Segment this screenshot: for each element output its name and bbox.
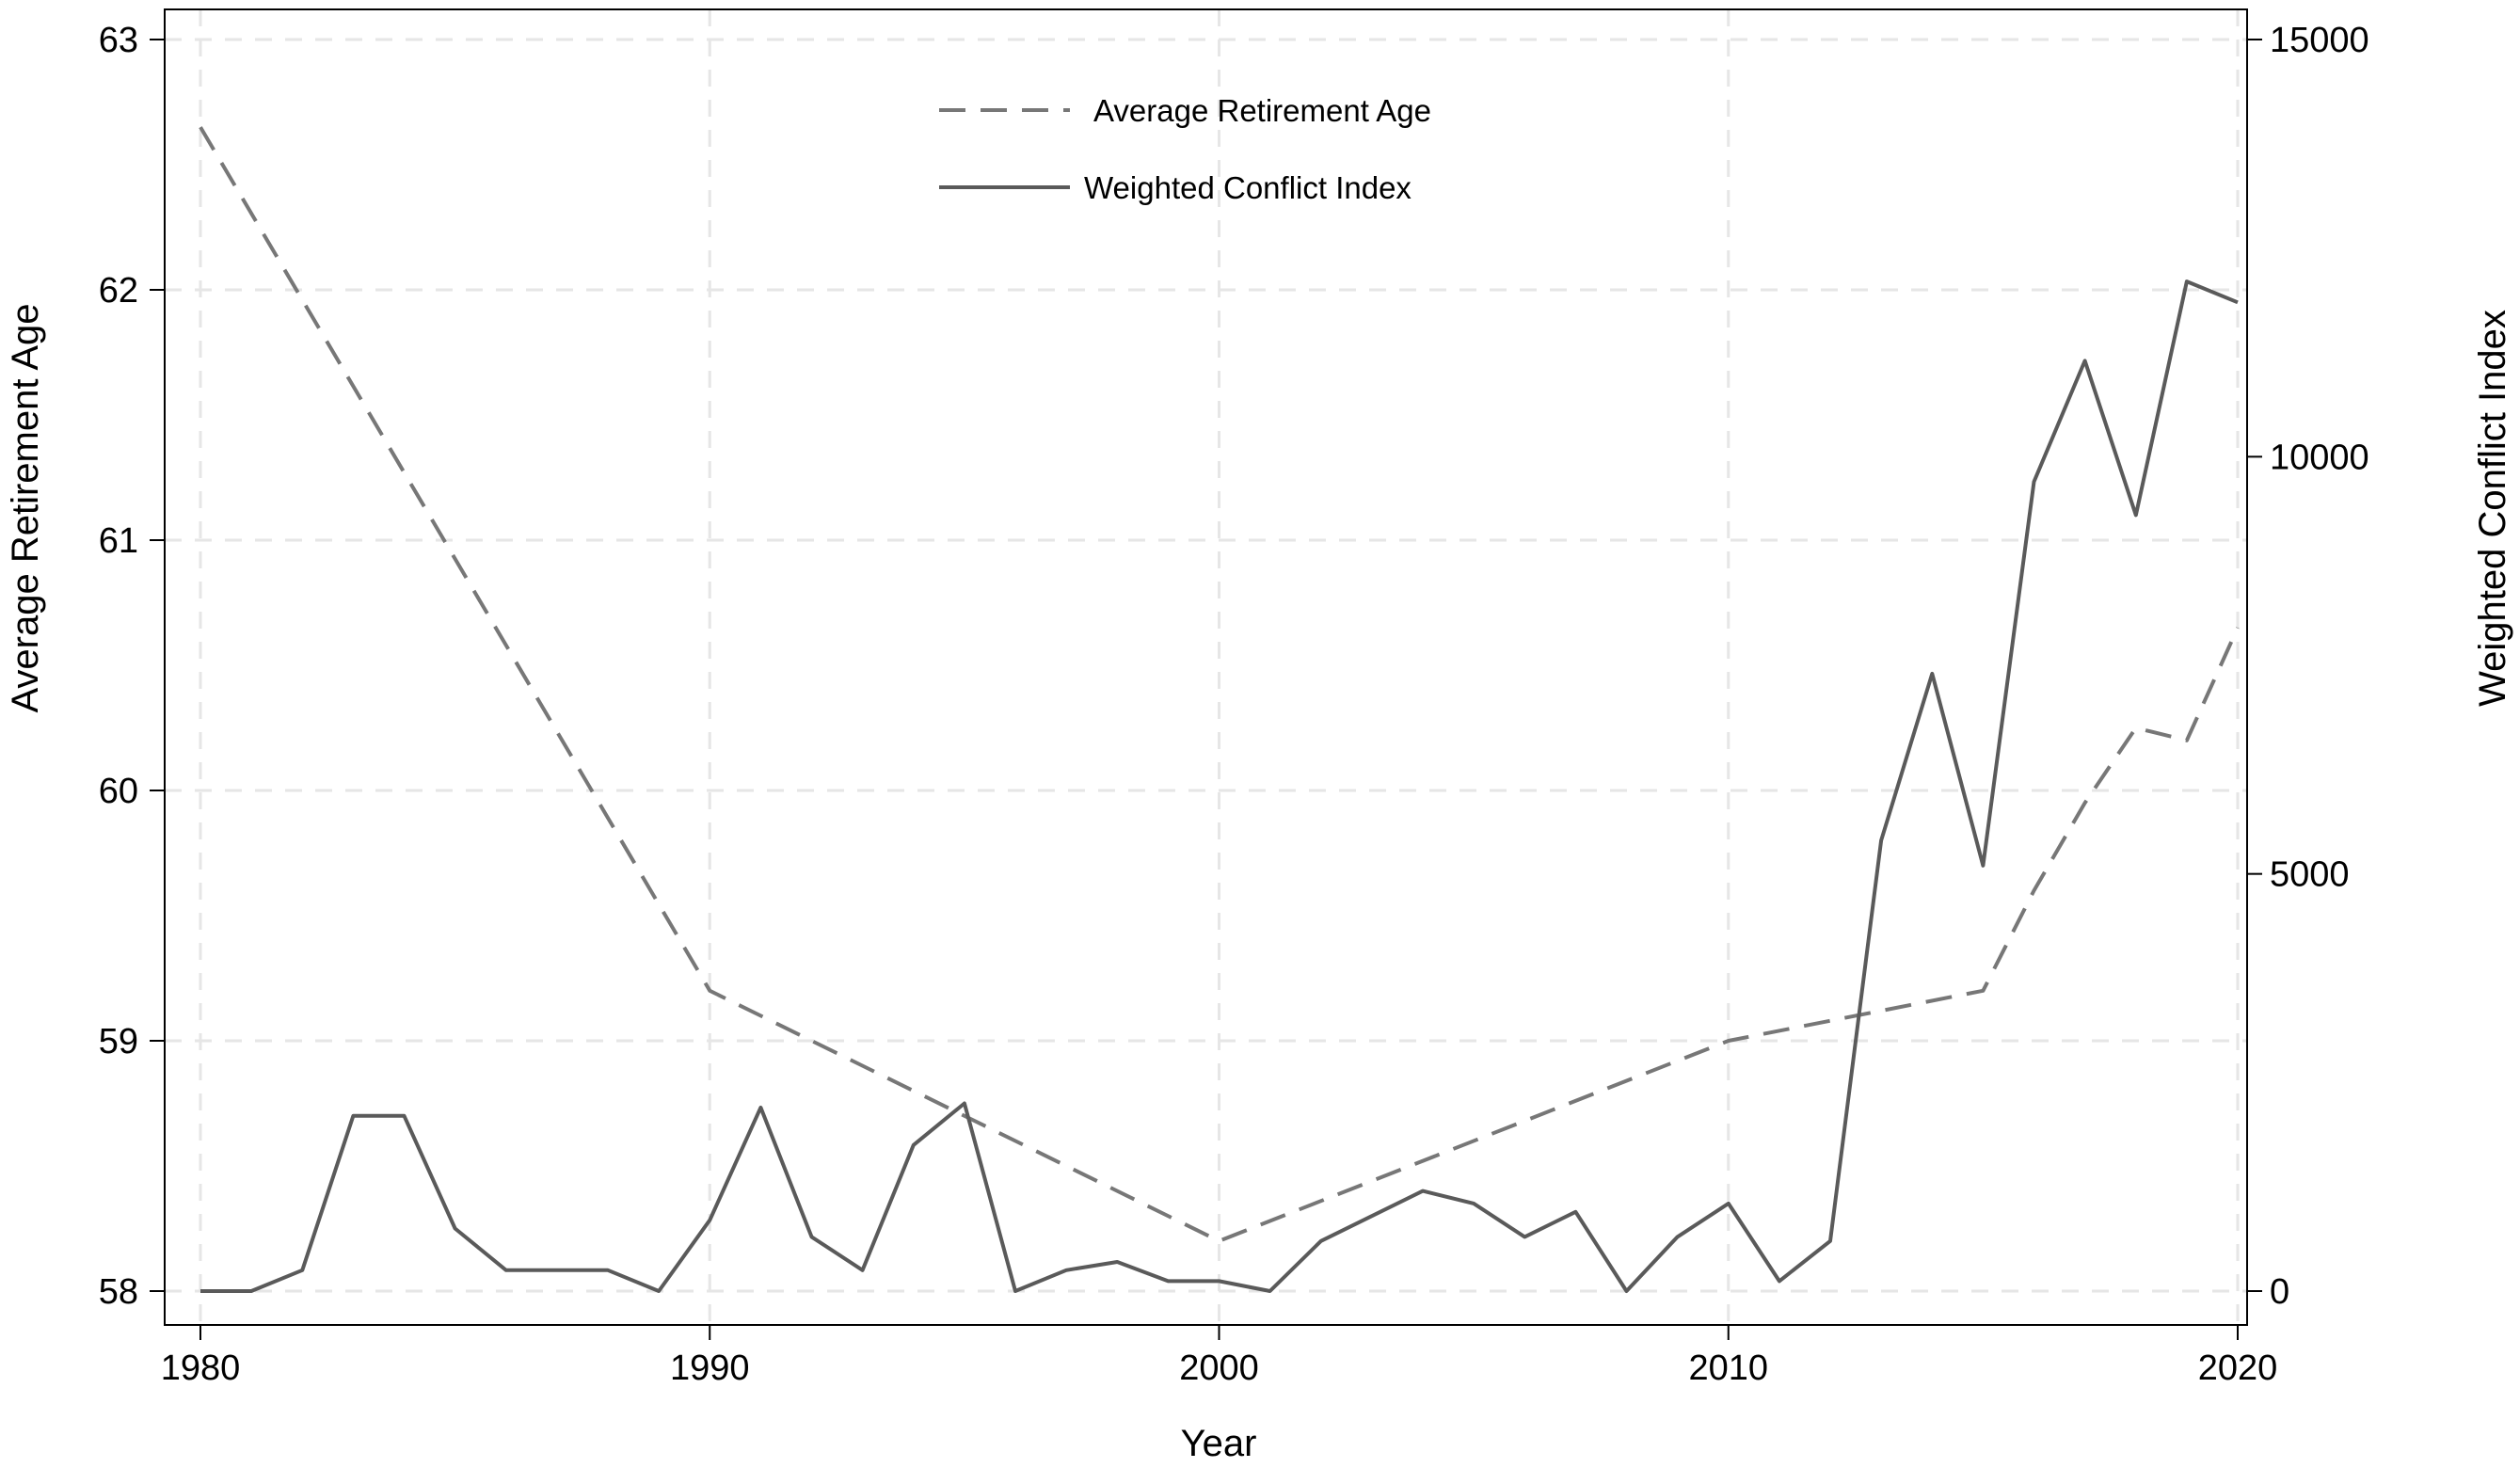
conflict-index-line [200, 279, 2239, 1293]
grid-lines [165, 9, 2247, 1325]
y-left-tick-label-58: 58 [99, 1272, 138, 1312]
legend: Average Retirement Age Weighted Conflict… [939, 93, 1431, 205]
y-right-tick-label-5000: 5000 [2270, 855, 2350, 895]
x-tick-label-1980: 1980 [161, 1348, 241, 1388]
y-left-tick-label-60: 60 [99, 772, 138, 811]
plot-frame [164, 8, 2248, 1326]
y-right-tick-label-0: 0 [2270, 1272, 2289, 1312]
x-tick-label-2000: 2000 [1179, 1348, 1259, 1388]
x-tick-label-1990: 1990 [670, 1348, 750, 1388]
series-lines [199, 126, 2240, 1293]
x-tick-label-2010: 2010 [1688, 1348, 1768, 1388]
y-axis-title-right: Weighted Conflict Index [2472, 310, 2513, 707]
y-left-tick-label-61: 61 [99, 521, 138, 561]
legend-label-conflict: Weighted Conflict Index [1084, 170, 1412, 205]
y-left-tick-label-62: 62 [99, 271, 138, 311]
axes [164, 8, 2248, 1326]
x-axis-title: Year [1181, 1423, 1257, 1464]
legend-label-retirement: Average Retirement Age [1093, 93, 1431, 128]
y-left-tick-label-63: 63 [99, 21, 138, 60]
tick-marks-and-labels: 1980 1990 2000 2010 2020 58 59 60 61 62 63 0 5000 100… [99, 21, 2369, 1388]
y-right-tick-label-10000: 10000 [2270, 438, 2369, 477]
x-tick-label-2020: 2020 [2198, 1348, 2278, 1388]
y-left-tick-label-59: 59 [99, 1022, 138, 1061]
retirement-age-line [199, 126, 2240, 1243]
y-right-tick-label-15000: 15000 [2270, 21, 2369, 60]
y-axis-title-left: Average Retirement Age [5, 303, 46, 712]
